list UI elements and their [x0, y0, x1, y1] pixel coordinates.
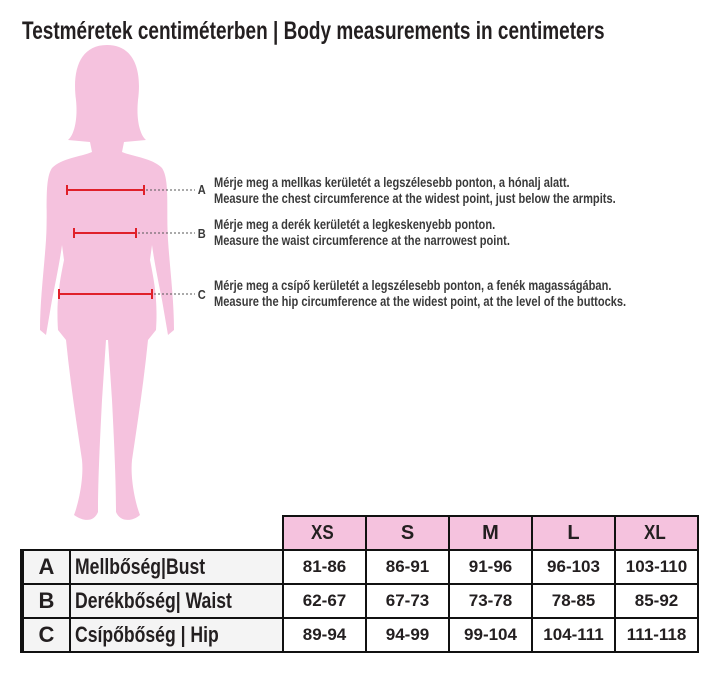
table-row: C Csípőbőség | Hip 89-94 94-99 99-104 10…: [20, 617, 699, 653]
size-table: XS S M L XL A Mellbőség|Bust 81-86 86-91…: [20, 515, 699, 653]
cell: 111-118: [614, 617, 699, 653]
measure-b-hu: Mérje meg a derék kerületét a legkeskeny…: [214, 217, 496, 232]
cell: 67-73: [365, 583, 450, 619]
measure-b-text: Mérje meg a derék kerületét a legkeskeny…: [214, 217, 510, 249]
page-title: Testméretek centiméterben | Body measure…: [22, 17, 605, 45]
silhouette-figure: [40, 45, 174, 520]
row-letter: C: [20, 617, 71, 653]
measure-a-en: Measure the chest circumference at the w…: [214, 191, 616, 206]
cell: 103-110: [614, 549, 699, 585]
measure-b-en: Measure the waist circumference at the n…: [214, 233, 510, 248]
cell: 94-99: [365, 617, 450, 653]
row-label: Derékbőség| Waist: [69, 583, 284, 619]
marker-c: C: [197, 287, 206, 302]
size-xs: XS: [282, 515, 367, 551]
table-row: A Mellbőség|Bust 81-86 86-91 91-96 96-10…: [20, 549, 699, 585]
size-header-row: XS S M L XL: [22, 515, 699, 551]
measure-c-text: Mérje meg a csípő kerületét a legszélese…: [214, 278, 626, 310]
measure-c-en: Measure the hip circumference at the wid…: [214, 294, 627, 309]
cell: 96-103: [531, 549, 616, 585]
marker-b: B: [197, 226, 206, 241]
cell: 99-104: [448, 617, 533, 653]
size-label: XL: [643, 521, 666, 544]
body-silhouette: [40, 45, 195, 520]
table-row: B Derékbőség| Waist 62-67 67-73 73-78 78…: [20, 583, 699, 619]
marker-a: A: [197, 182, 206, 197]
size-l: L: [531, 515, 616, 551]
measure-a-hu: Mérje meg a mellkas kerületét a legszéle…: [214, 175, 570, 190]
size-label: M: [482, 521, 499, 544]
cell: 62-67: [282, 583, 367, 619]
cell: 89-94: [282, 617, 367, 653]
measure-a-text: Mérje meg a mellkas kerületét a legszéle…: [214, 175, 616, 207]
leader-lines: [138, 189, 195, 295]
measure-c-hu: Mérje meg a csípő kerületét a legszélese…: [214, 278, 612, 293]
cell: 78-85: [531, 583, 616, 619]
size-m: M: [448, 515, 533, 551]
cell: 104-111: [531, 617, 616, 653]
cell: 73-78: [448, 583, 533, 619]
row-letter: B: [20, 583, 71, 619]
cell: 91-96: [448, 549, 533, 585]
row-label: Csípőbőség | Hip: [69, 617, 284, 653]
size-xl: XL: [614, 515, 699, 551]
size-s: S: [365, 515, 450, 551]
cell: 85-92: [614, 583, 699, 619]
row-label: Mellbőség|Bust: [69, 549, 284, 585]
measure-lines: [58, 185, 153, 299]
size-label: S: [400, 521, 415, 544]
size-label: L: [567, 521, 580, 544]
cell: 86-91: [365, 549, 450, 585]
cell: 81-86: [282, 549, 367, 585]
size-label: XS: [311, 521, 334, 544]
row-letter: A: [20, 549, 71, 585]
